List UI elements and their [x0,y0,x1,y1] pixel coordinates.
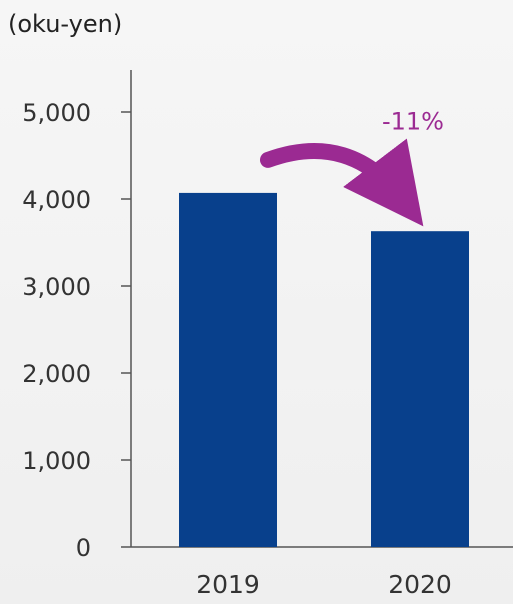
y-tick-label: 3,000 [22,273,91,301]
bars [179,192,469,547]
labels: 0 1,000 2,000 3,000 4,000 5,000 2019 2020 [22,99,452,599]
y-tick-label: 2,000 [22,360,91,388]
y-tick-label: 0 [76,534,91,562]
x-category-label: 2019 [196,570,260,599]
bar-2019 [179,192,277,547]
bar-2020 [371,231,469,547]
x-category-label: 2020 [388,570,452,599]
unit-label: (oku-yen) [8,10,123,38]
annotation: -11% [260,107,444,227]
y-tick-label: 5,000 [22,99,91,127]
change-arrow-icon [260,138,424,227]
change-percent-label: -11% [382,107,444,135]
y-tick-label: 4,000 [22,186,91,214]
y-tick-label: 1,000 [22,447,91,475]
